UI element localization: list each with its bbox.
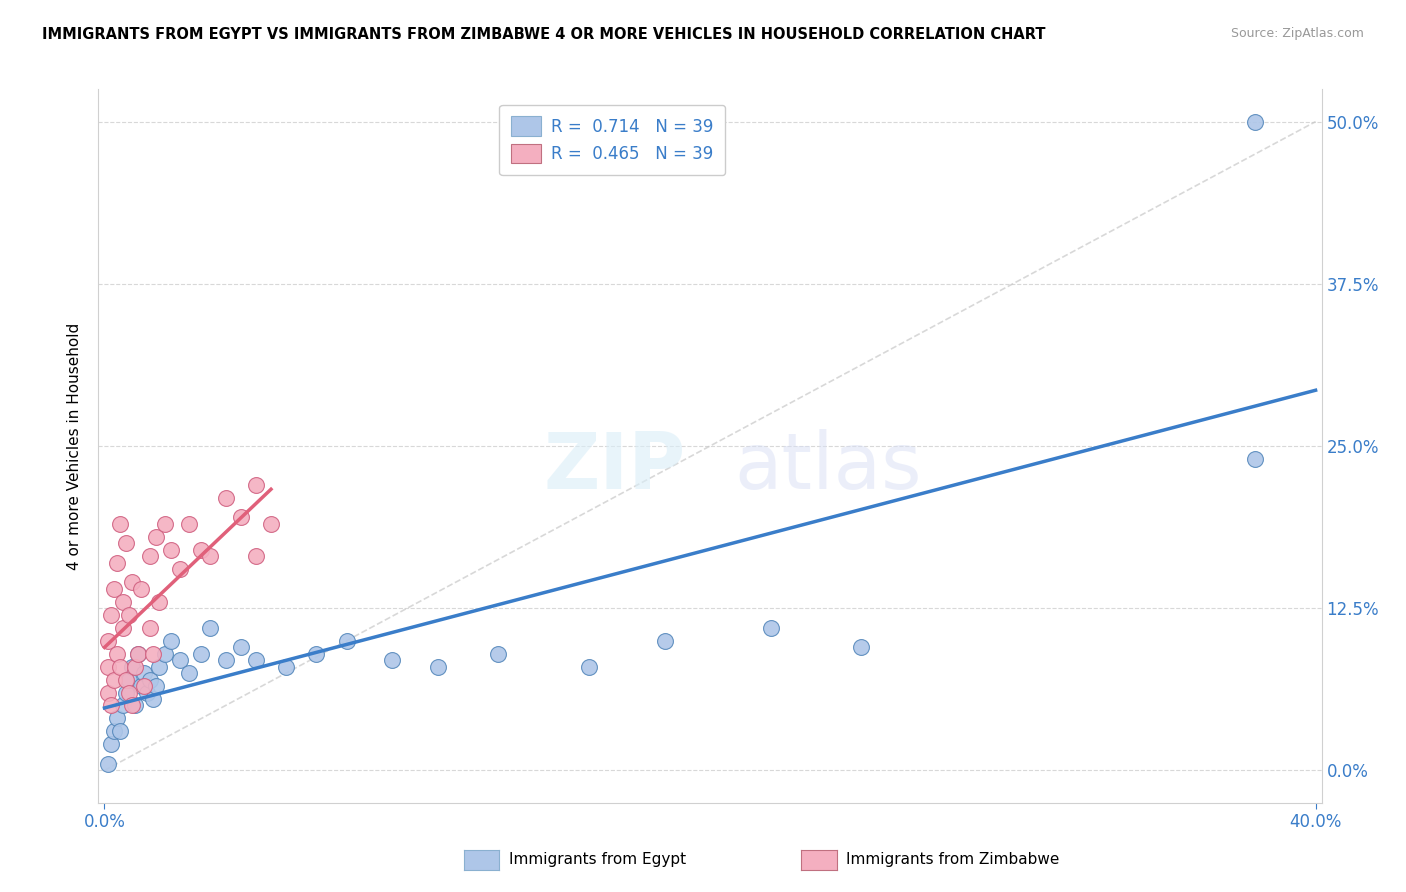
Point [142, 692, 165, 706]
Point [127, 647, 149, 661]
Point [381, 653, 404, 667]
Point [129, 679, 152, 693]
Point [96, 633, 118, 648]
Point [426, 659, 449, 673]
Legend: R =  0.714   N = 39, R =  0.465   N = 39: R = 0.714 N = 39, R = 0.465 N = 39 [499, 104, 725, 175]
Point [190, 647, 212, 661]
Point [214, 653, 236, 667]
Point [200, 549, 222, 564]
Point [103, 582, 125, 596]
Point [108, 659, 131, 673]
Point [96, 756, 118, 771]
Point [118, 607, 141, 622]
Point [179, 666, 201, 681]
Point [169, 562, 191, 576]
Point [108, 516, 131, 531]
Point [486, 647, 509, 661]
Point [121, 659, 143, 673]
Point [200, 621, 222, 635]
Point [139, 549, 162, 564]
Point [245, 653, 267, 667]
Text: Immigrants from Zimbabwe: Immigrants from Zimbabwe [846, 853, 1060, 867]
Point [1244, 452, 1267, 467]
Point [96, 659, 118, 673]
Point [111, 595, 134, 609]
Point [153, 647, 176, 661]
Point [103, 724, 125, 739]
Point [103, 673, 125, 687]
Point [190, 542, 212, 557]
Point [129, 582, 152, 596]
Point [148, 659, 170, 673]
Point [139, 673, 162, 687]
Point [132, 679, 155, 693]
Point [160, 542, 183, 557]
Point [139, 621, 162, 635]
Point [124, 659, 146, 673]
Point [145, 679, 167, 693]
Point [100, 607, 122, 622]
Point [245, 549, 267, 564]
Point [132, 666, 155, 681]
Point [654, 633, 676, 648]
Point [851, 640, 873, 654]
Point [127, 647, 149, 661]
Point [578, 659, 600, 673]
Point [305, 647, 328, 661]
Point [111, 698, 134, 713]
Point [118, 673, 141, 687]
Point [214, 491, 236, 505]
Point [142, 647, 165, 661]
Text: Immigrants from Egypt: Immigrants from Egypt [509, 853, 686, 867]
Point [100, 698, 122, 713]
Point [108, 724, 131, 739]
Text: atlas: atlas [734, 429, 922, 506]
Point [260, 516, 283, 531]
Point [121, 698, 143, 713]
Point [111, 621, 134, 635]
Point [169, 653, 191, 667]
Point [148, 595, 170, 609]
Point [229, 510, 252, 524]
Point [105, 647, 128, 661]
Point [179, 516, 201, 531]
Point [114, 685, 136, 699]
Point [100, 738, 122, 752]
Point [245, 478, 267, 492]
Text: ZIP: ZIP [543, 429, 686, 506]
Point [276, 659, 298, 673]
Point [153, 516, 176, 531]
Point [114, 536, 136, 550]
Point [121, 575, 143, 590]
Point [759, 621, 782, 635]
Text: Source: ZipAtlas.com: Source: ZipAtlas.com [1230, 27, 1364, 40]
Point [229, 640, 252, 654]
Point [105, 711, 128, 725]
Point [118, 685, 141, 699]
Point [96, 685, 118, 699]
Point [135, 685, 157, 699]
Point [124, 698, 146, 713]
Point [114, 673, 136, 687]
Point [1244, 114, 1267, 128]
Text: IMMIGRANTS FROM EGYPT VS IMMIGRANTS FROM ZIMBABWE 4 OR MORE VEHICLES IN HOUSEHOL: IMMIGRANTS FROM EGYPT VS IMMIGRANTS FROM… [42, 27, 1046, 42]
Y-axis label: 4 or more Vehicles in Household: 4 or more Vehicles in Household [67, 322, 83, 570]
Point [336, 633, 359, 648]
Point [160, 633, 183, 648]
Point [145, 530, 167, 544]
Point [105, 556, 128, 570]
